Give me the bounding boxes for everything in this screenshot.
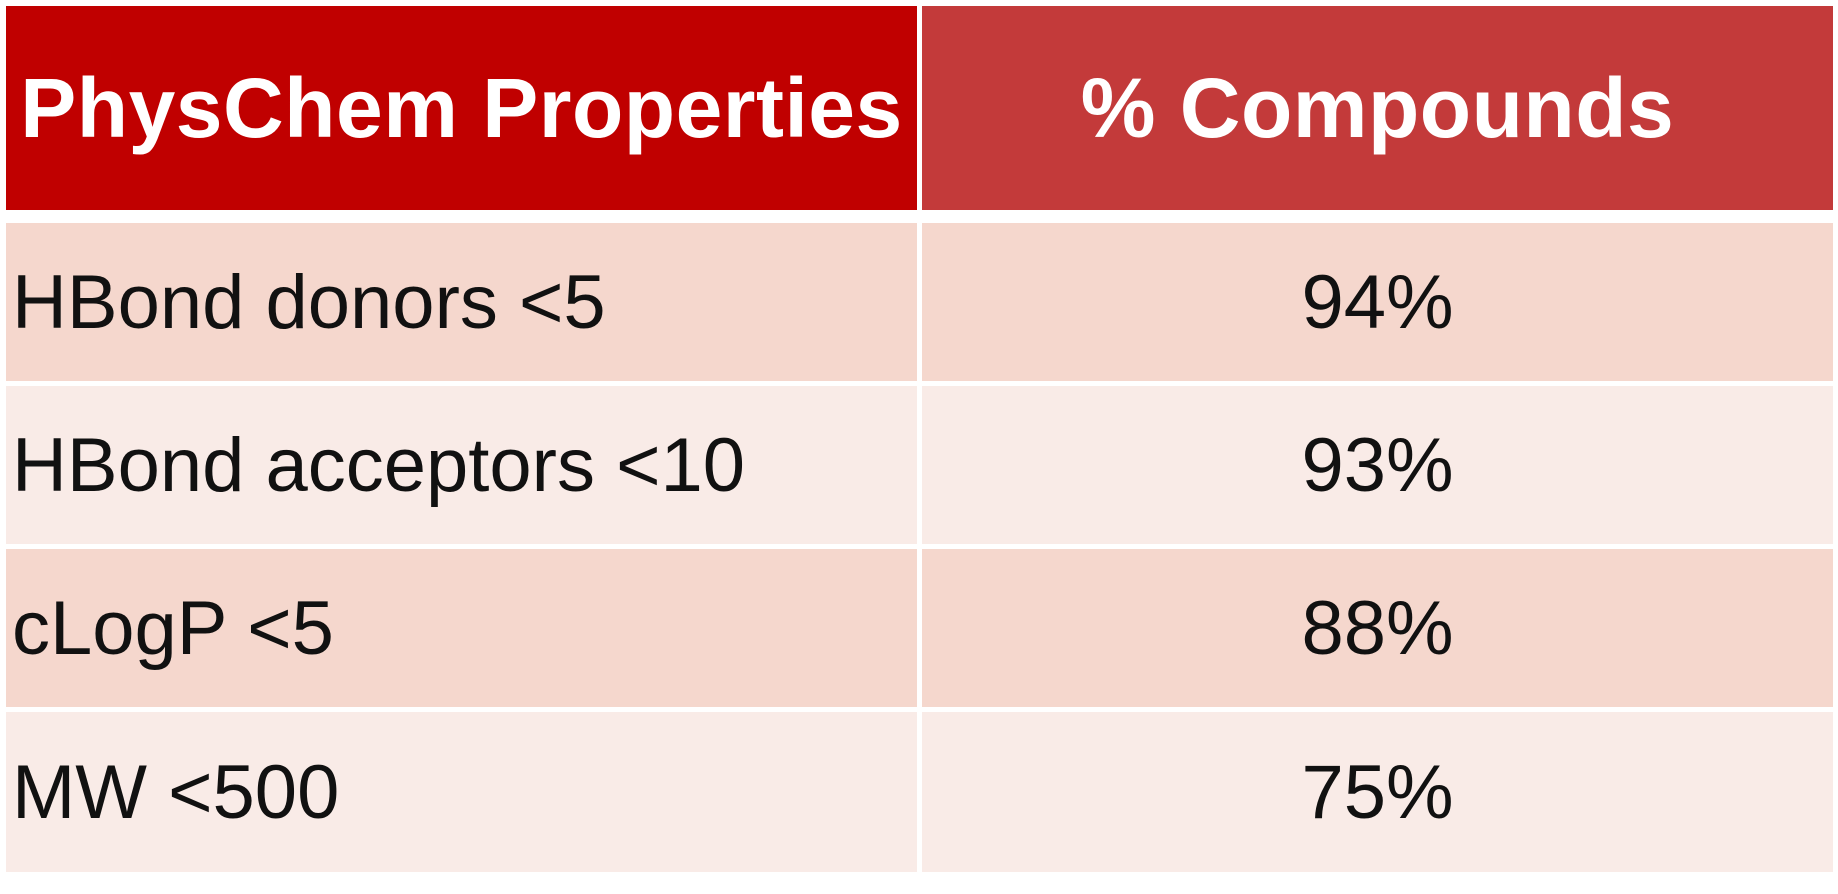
header-physchem-properties: PhysChem Properties: [6, 6, 917, 210]
header-percent-compounds: % Compounds: [922, 6, 1833, 210]
cell-percent-row-1: 94%: [922, 223, 1833, 381]
cell-percent-row-3: 88%: [922, 549, 1833, 707]
cell-property-row-4: MW <500: [6, 712, 917, 872]
cell-property-row-3: cLogP <5: [6, 549, 917, 707]
cell-property-row-2: HBond acceptors <10: [6, 386, 917, 544]
cell-percent-row-2: 93%: [922, 386, 1833, 544]
cell-percent-row-4: 75%: [922, 712, 1833, 872]
cell-property-row-1: HBond donors <5: [6, 223, 917, 381]
